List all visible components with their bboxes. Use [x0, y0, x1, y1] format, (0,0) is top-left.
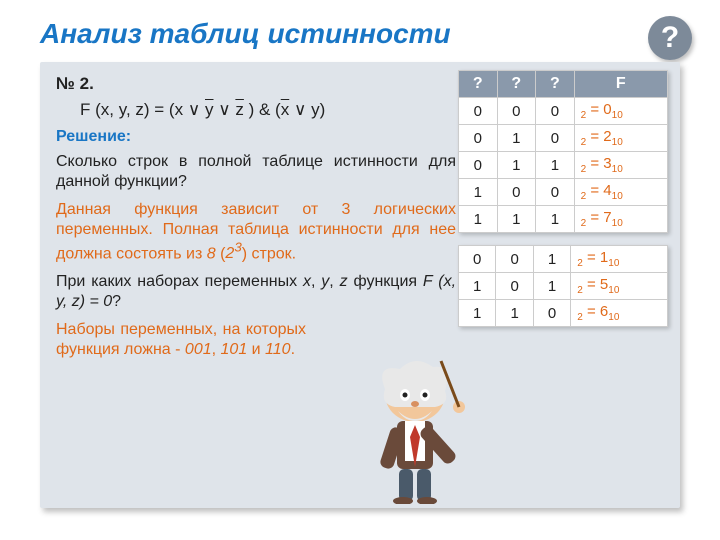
table-header: ? — [459, 71, 498, 98]
table-cell-result: 2 = 610 — [571, 300, 668, 327]
table-cell: 1 — [459, 206, 498, 233]
table-row: 1002 = 410 — [459, 179, 668, 206]
table-cell-result: 2 = 510 — [571, 273, 668, 300]
table-row: 0112 = 310 — [459, 152, 668, 179]
table-cell-result: 2 = 410 — [574, 179, 667, 206]
table-row: 1012 = 510 — [459, 273, 668, 300]
table-header: ? — [497, 71, 536, 98]
table-header: F — [574, 71, 667, 98]
table-cell-result: 2 = 710 — [574, 206, 667, 233]
page-title: Анализ таблиц истинности — [0, 0, 720, 62]
table-cell-result: 2 = 310 — [574, 152, 667, 179]
help-button[interactable]: ? — [648, 16, 692, 60]
table-cell: 1 — [497, 152, 536, 179]
table-cell-result: 2 = 210 — [574, 125, 667, 152]
table-row: 0002 = 010 — [459, 98, 668, 125]
table-cell: 1 — [536, 206, 575, 233]
table-cell: 0 — [459, 98, 498, 125]
table-cell: 0 — [459, 246, 496, 273]
table-cell: 0 — [497, 98, 536, 125]
table-cell: 0 — [496, 246, 533, 273]
truth-table-2: 0012 = 1101012 = 5101102 = 610 — [458, 245, 668, 327]
table-cell: 1 — [536, 152, 575, 179]
table-cell: 0 — [497, 179, 536, 206]
question-1: Сколько строк в полной таблице истинност… — [56, 152, 456, 192]
table-cell: 1 — [497, 125, 536, 152]
table-cell: 1 — [459, 300, 496, 327]
table-cell-result: 2 = 010 — [574, 98, 667, 125]
teacher-cartoon-icon — [355, 349, 475, 504]
table-cell: 0 — [536, 125, 575, 152]
table-cell: 1 — [497, 206, 536, 233]
table-cell: 1 — [533, 246, 570, 273]
truth-table-1: ???F 0002 = 0100102 = 2100112 = 3101002 … — [458, 70, 668, 233]
table-header: ? — [536, 71, 575, 98]
table-cell: 1 — [496, 300, 533, 327]
content-panel: № 2. F (x, y, z) = (x ∨ y ∨ z ) & (x ∨ y… — [40, 62, 680, 508]
table-cell: 0 — [536, 179, 575, 206]
question-mark-icon: ? — [661, 21, 679, 55]
table-row: 0102 = 210 — [459, 125, 668, 152]
table-cell: 0 — [459, 125, 498, 152]
table-cell: 1 — [459, 273, 496, 300]
table-row: 1102 = 610 — [459, 300, 668, 327]
table-cell: 1 — [459, 179, 498, 206]
table-row: 0012 = 110 — [459, 246, 668, 273]
table-cell: 0 — [536, 98, 575, 125]
tables-region: ???F 0002 = 0100102 = 2100112 = 3101002 … — [458, 70, 668, 339]
table-cell: 1 — [533, 273, 570, 300]
table-cell-result: 2 = 110 — [571, 246, 668, 273]
answer-1: Данная функция зависит от 3 логических п… — [56, 200, 456, 264]
table-row: 1112 = 710 — [459, 206, 668, 233]
answer-2: Наборы переменных, на которых функция ло… — [56, 320, 306, 360]
question-2: При каких наборах переменных x, y, z фун… — [56, 272, 456, 312]
table-cell: 0 — [496, 273, 533, 300]
table-cell: 0 — [533, 300, 570, 327]
table-cell: 0 — [459, 152, 498, 179]
